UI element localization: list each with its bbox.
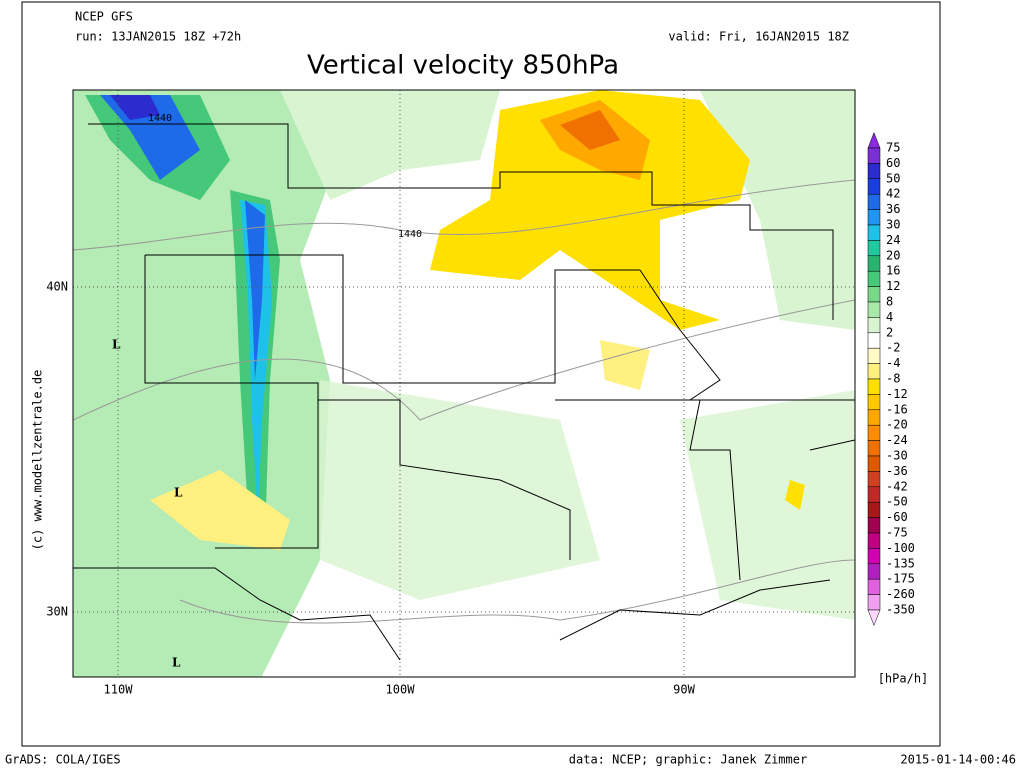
colorbar-swatch	[867, 209, 881, 226]
lon-label: 100W	[386, 683, 416, 697]
colorbar-swatch	[867, 147, 881, 164]
colorbar-label: -60	[886, 510, 908, 524]
colorbar-swatch	[867, 532, 881, 549]
colorbar-label: -8	[886, 372, 900, 386]
colorbar-label: -20	[886, 418, 908, 432]
colorbar-label: -260	[886, 587, 915, 601]
colorbar-swatch	[867, 224, 881, 241]
colorbar-label: 42	[886, 187, 900, 201]
colorbar-label: 50	[886, 171, 900, 185]
low-marker: L	[174, 486, 183, 500]
footer-left: GrADS: COLA/IGES	[5, 753, 121, 767]
colorbar-label: -42	[886, 479, 908, 493]
colorbar-label: 12	[886, 279, 900, 293]
colorbar-swatch	[867, 609, 881, 627]
colorbar-swatch	[867, 471, 881, 488]
colorbar-label: -12	[886, 387, 908, 401]
colorbar-label: -175	[886, 572, 915, 586]
footer-center: data: NCEP; graphic: Janek Zimmer	[569, 753, 807, 767]
valid: valid: Fri, 16JAN2015 18Z	[668, 30, 849, 44]
colorbar-label: 60	[886, 156, 900, 170]
model: NCEP GFS	[75, 10, 133, 24]
colorbar-swatch	[867, 270, 881, 287]
frame	[21, 1, 941, 747]
colorbar-swatch	[867, 240, 881, 257]
colorbar-swatch	[867, 517, 881, 534]
footer-right: 2015-01-14-00:46	[900, 753, 1016, 767]
colorbar-label: -30	[886, 449, 908, 463]
colorbar-label: -75	[886, 526, 908, 540]
colorbar-swatch	[867, 347, 881, 364]
colorbar-swatch	[867, 178, 881, 195]
colorbar-swatch	[867, 163, 881, 180]
colorbar-label: -135	[886, 556, 915, 570]
colorbar-label: -2	[886, 341, 900, 355]
colorbar-swatch	[867, 286, 881, 303]
low-marker: L	[172, 656, 181, 670]
colorbar-label: 24	[886, 233, 900, 247]
contour-label: 1440	[398, 229, 422, 240]
colorbar-swatch	[867, 301, 881, 318]
colorbar-swatch	[867, 363, 881, 380]
lon-label: 110W	[104, 683, 134, 697]
watermark: (c) www.modellzentrale.de	[31, 370, 45, 551]
colorbar-label: -100	[886, 541, 915, 555]
lat-label: 30N	[46, 605, 68, 619]
lon-label: 90W	[673, 683, 695, 697]
contour-label: 1440	[148, 113, 172, 124]
colorbar-label: 36	[886, 202, 900, 216]
colorbar-label: 2	[886, 325, 893, 339]
colorbar-swatch	[867, 131, 881, 149]
colorbar-swatch	[867, 486, 881, 503]
colorbar-swatch	[867, 317, 881, 334]
colorbar-swatch	[867, 578, 881, 595]
colorbar-swatch	[867, 594, 881, 611]
colorbar-swatch	[867, 548, 881, 565]
colorbar-swatch	[867, 255, 881, 272]
colorbar-swatch	[867, 440, 881, 457]
colorbar-label: 30	[886, 218, 900, 232]
colorbar-label: 8	[886, 295, 893, 309]
run: run: 13JAN2015 18Z +72h	[75, 30, 241, 44]
colorbar: 75605042363024201612842-2-4-8-12-16-20-2…	[867, 131, 915, 627]
colorbar-unit: [hPa/h]	[878, 672, 929, 686]
colorbar-swatch	[867, 409, 881, 426]
low-marker: L	[112, 338, 121, 352]
colorbar-swatch	[867, 455, 881, 472]
colorbar-label: -24	[886, 433, 908, 447]
colorbar-swatch	[867, 332, 881, 349]
lat-label: 40N	[46, 280, 68, 294]
colorbar-label: -36	[886, 464, 908, 478]
colorbar-swatch	[867, 563, 881, 580]
colorbar-label: -16	[886, 402, 908, 416]
colorbar-label: 75	[886, 141, 900, 155]
colorbar-label: 20	[886, 248, 900, 262]
colorbar-swatch	[867, 424, 881, 441]
colorbar-swatch	[867, 394, 881, 411]
colorbar-swatch	[867, 193, 881, 210]
title: Vertical velocity 850hPa	[307, 51, 619, 81]
map	[72, 89, 856, 678]
colorbar-swatch	[867, 501, 881, 518]
colorbar-label: -350	[886, 603, 915, 617]
colorbar-label: -50	[886, 495, 908, 509]
colorbar-label: 4	[886, 310, 893, 324]
colorbar-swatch	[867, 378, 881, 395]
colorbar-label: -4	[886, 356, 900, 370]
colorbar-label: 16	[886, 264, 900, 278]
